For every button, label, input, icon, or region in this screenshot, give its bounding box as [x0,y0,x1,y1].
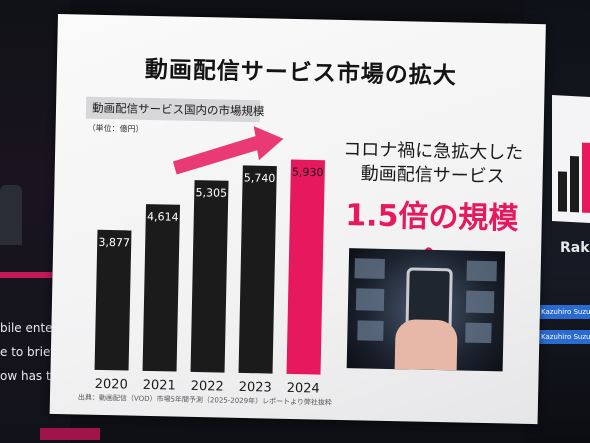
category-label-2023: 2023 [239,380,272,396]
secondary-screen-bar [582,142,590,214]
value-label-2021: 4,614 [147,210,179,224]
bar-2022 [190,180,229,373]
name-tag: Kazuhiro Suzuki [538,305,590,319]
video-tile [465,290,495,314]
sponsor-logo: Raku [560,240,590,256]
stage-accent-strip [0,272,70,278]
video-tile [357,320,384,341]
bar-2023 [238,165,277,374]
secondary-screen-bar [570,155,579,213]
name-tag: Kazuhiro Suzuki [538,330,590,344]
category-label-2022: 2022 [191,379,224,395]
background-caption-line: e to briefly [0,345,65,359]
video-tile [465,322,492,344]
headline-line-2: 動画配信サービス [360,163,505,188]
value-label-2022: 5,305 [195,186,227,200]
bar-2024 [286,159,325,375]
growth-arrow-icon [172,126,284,175]
value-label-2023: 5,740 [244,171,276,185]
secondary-screen-bar [558,171,567,212]
background-caption-line: ow has the [0,369,66,383]
presentation-slide: 動画配信サービス市場の拡大 動画配信サービス国内の市場規模 （単位：億円） 3,… [49,14,546,425]
bar-2021 [142,204,181,372]
hand-icon [394,319,458,371]
category-label-2021: 2021 [143,378,176,394]
video-tile [354,258,385,279]
bar-chart: 3,877 2020 4,614 2021 5,305 2022 5,740 2023 5,93… [94,126,325,397]
video-tile [466,260,497,282]
stage-bottom-strip [40,428,100,440]
category-label-2024: 2024 [287,381,320,397]
secondary-screen [552,95,590,223]
video-tile [355,288,385,311]
category-label-2020: 2020 [95,377,128,393]
bar-2020 [94,229,132,371]
speaker-silhouette [0,185,22,245]
value-label-2020: 3,877 [98,236,130,250]
value-label-2024: 5,930 [292,166,324,180]
streaming-photo [346,248,506,372]
